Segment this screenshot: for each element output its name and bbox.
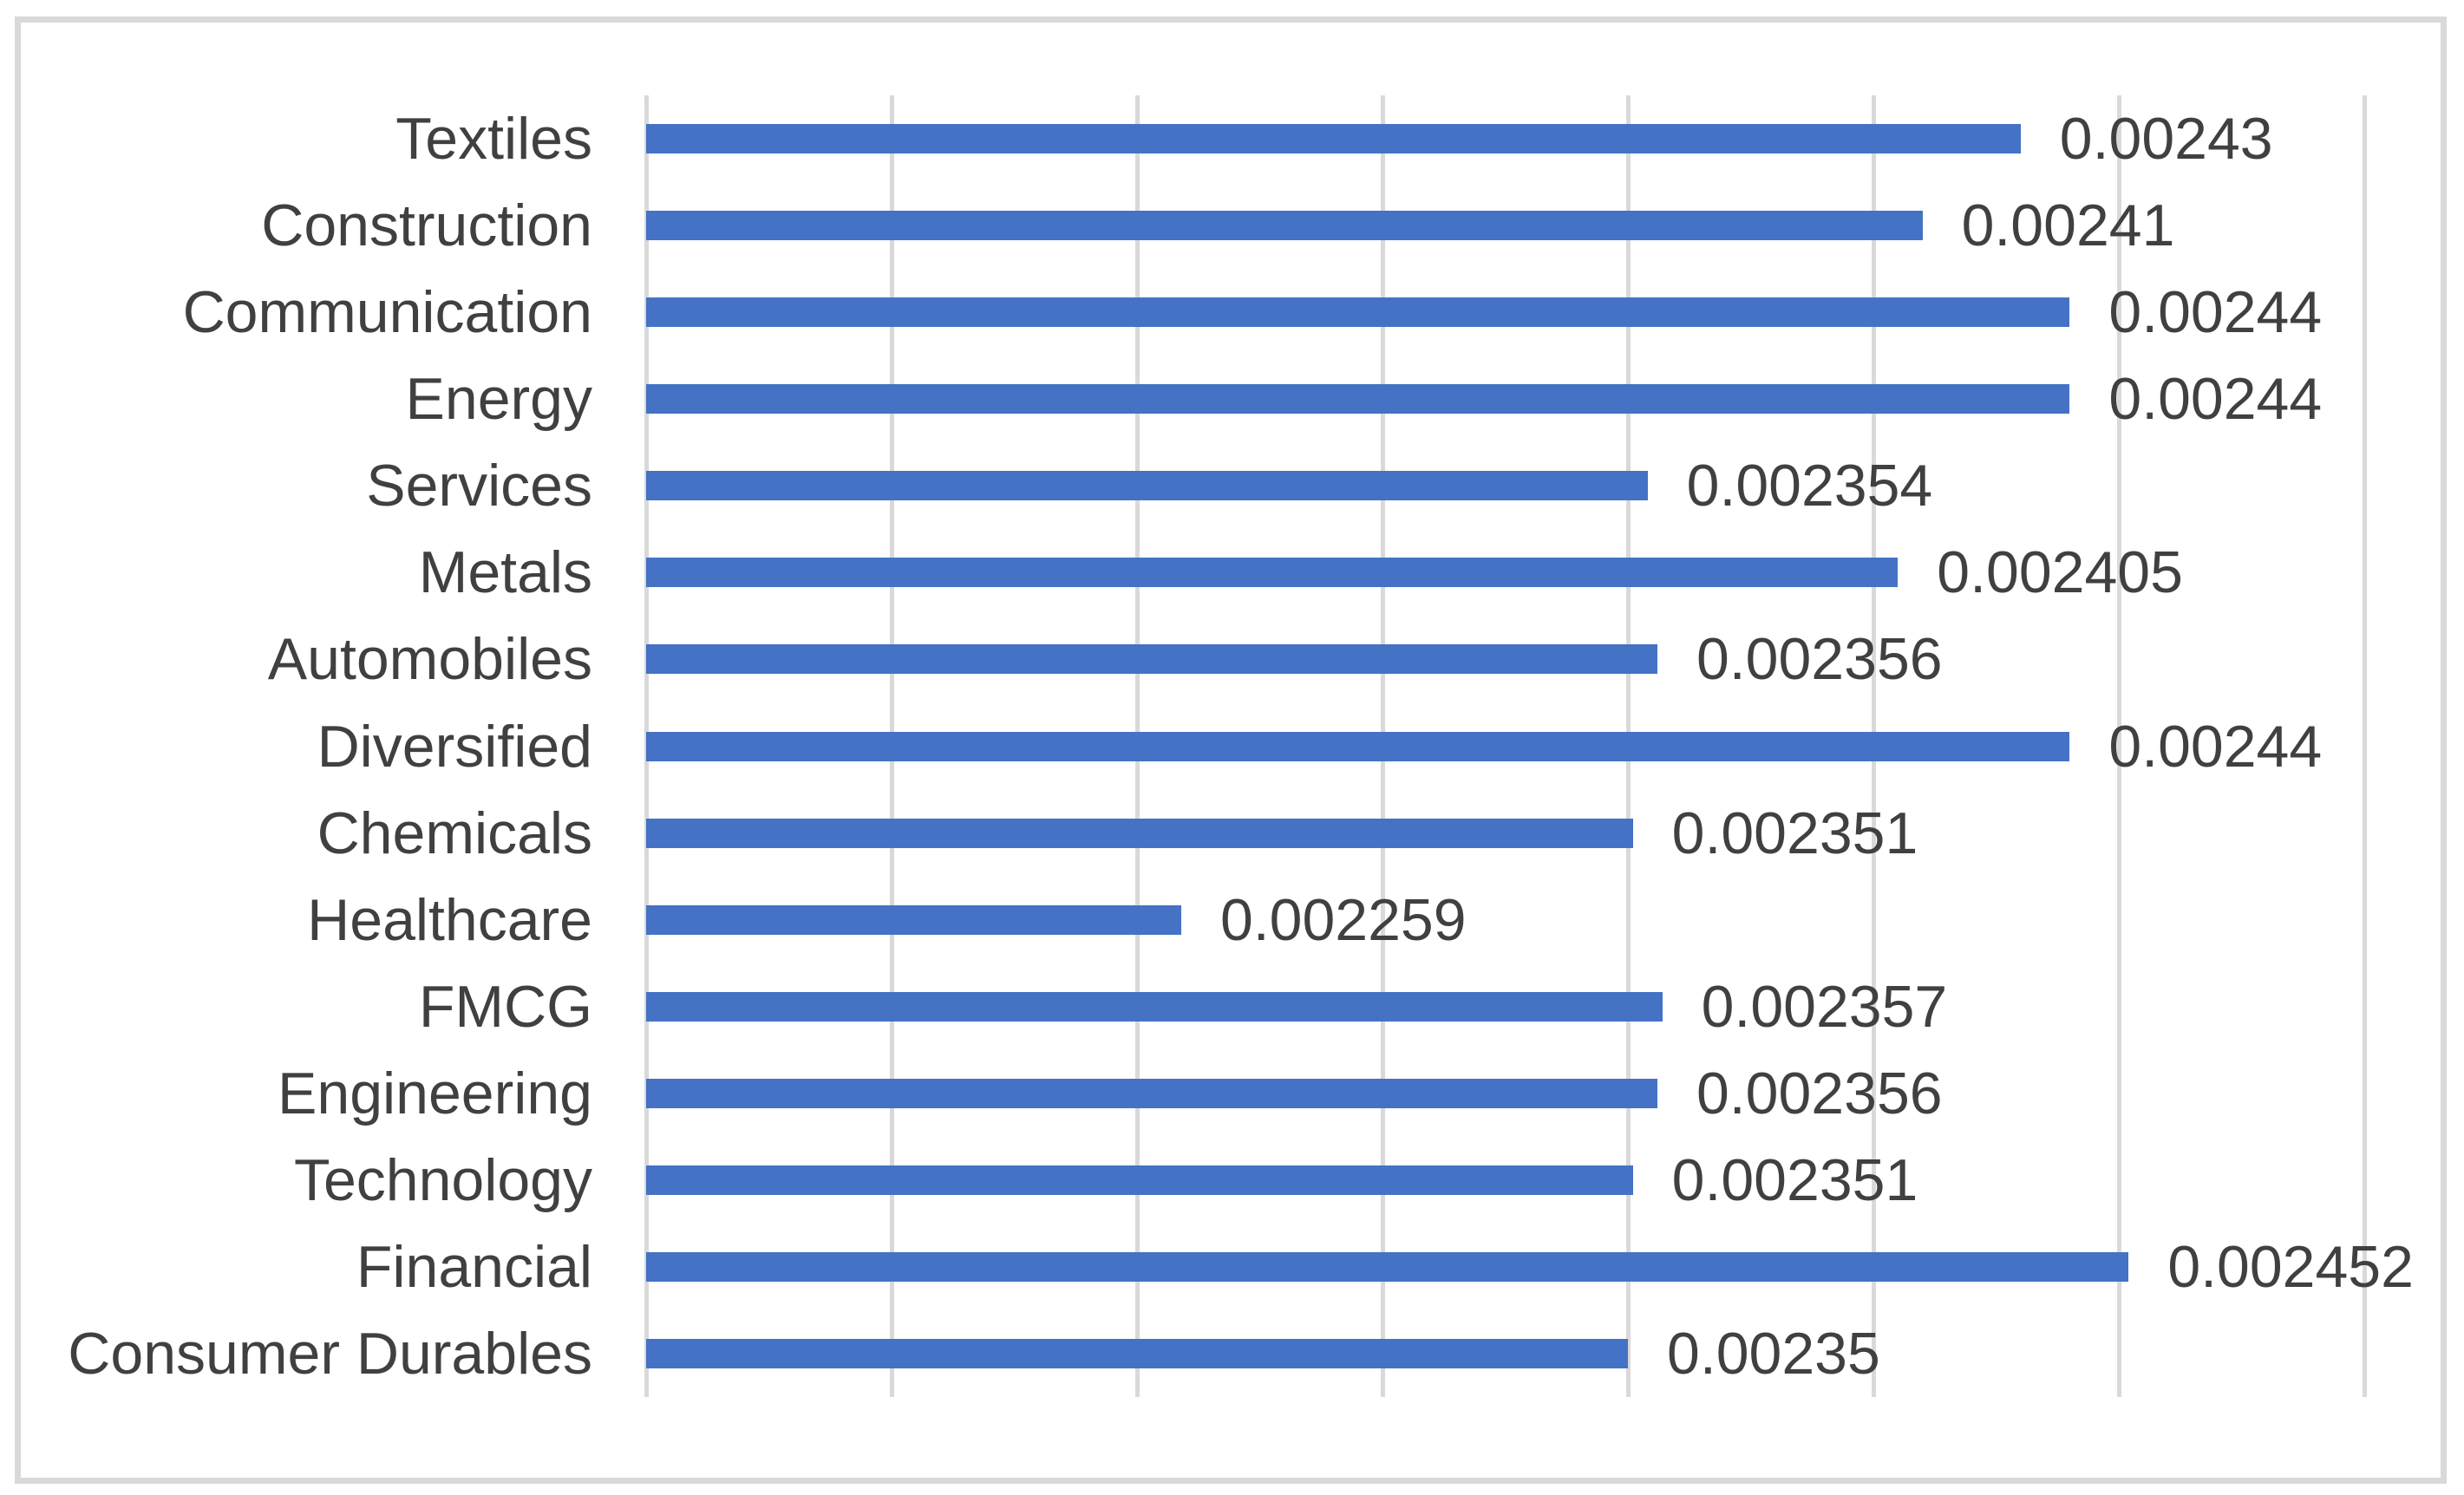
value-label: 0.002357 [1701,973,1948,1040]
value-label: 0.00235 [1667,1320,1880,1387]
value-label: 0.00244 [2108,366,2323,433]
value-label: 0.002354 [1686,453,1933,519]
value-label: 0.002405 [1937,539,2183,606]
category-label: FMCG [418,973,592,1040]
bar [646,1338,1628,1368]
value-label: 0.002356 [1696,626,1943,693]
value-label: 0.002259 [1219,886,1467,953]
value-label: 0.00241 [1961,193,2175,259]
category-label: Consumer Durables [68,1320,592,1387]
category-label: Diversified [317,713,592,780]
gridline [2116,95,2121,1397]
category-label: Services [366,453,592,519]
category-label: Metals [418,539,592,606]
bar [646,211,1923,241]
value-label: 0.002351 [1671,800,1918,866]
category-label: Technology [293,1146,592,1213]
category-label: Financial [356,1233,592,1300]
bar [646,384,2070,415]
bar [646,1078,1657,1108]
bar [646,818,1633,848]
category-label: Chemicals [317,800,592,866]
category-label: Textiles [395,106,592,173]
category-label: Communication [182,279,592,346]
value-label: 0.00243 [2059,106,2273,173]
bar [646,297,2070,328]
bar [646,991,1663,1022]
bar [646,731,2070,761]
category-label: Automobiles [267,626,592,693]
bar [646,1165,1633,1195]
value-label: 0.00244 [2108,713,2323,780]
bar [646,644,1657,675]
bar [646,124,2021,154]
category-label: Engineering [278,1060,592,1126]
value-label: 0.002452 [2167,1233,2414,1300]
category-label: Energy [405,366,592,433]
category-label: Construction [261,193,592,259]
gridline [2362,95,2367,1397]
bar [646,471,1648,501]
value-label: 0.002351 [1671,1146,1918,1213]
value-label: 0.002356 [1696,1060,1943,1126]
value-label: 0.00244 [2108,279,2323,346]
bar [646,558,1899,588]
bar [646,904,1181,935]
bar [646,1251,2129,1282]
category-label: Healthcare [307,886,592,953]
